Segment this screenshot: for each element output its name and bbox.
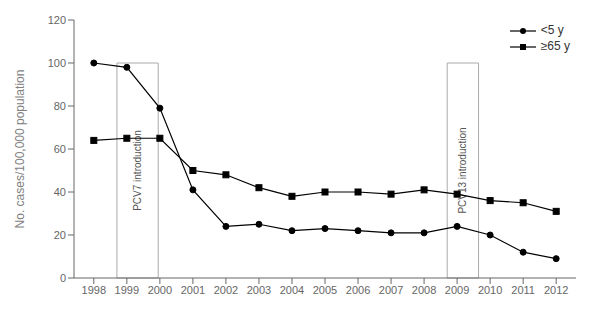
svg-text:2003: 2003: [247, 284, 271, 296]
svg-text:2002: 2002: [214, 284, 238, 296]
svg-text:2006: 2006: [346, 284, 370, 296]
svg-text:1998: 1998: [82, 284, 106, 296]
svg-text:2000: 2000: [148, 284, 172, 296]
svg-text:2010: 2010: [478, 284, 502, 296]
svg-text:2005: 2005: [313, 284, 337, 296]
svg-text:2004: 2004: [280, 284, 304, 296]
svg-text:100: 100: [48, 57, 66, 69]
svg-text:20: 20: [54, 229, 66, 241]
svg-text:PCV13 introduction: PCV13 introduction: [457, 127, 468, 213]
svg-text:80: 80: [54, 100, 66, 112]
svg-text:120: 120: [48, 14, 66, 26]
svg-text:No. cases/100,000 population: No. cases/100,000 population: [13, 70, 27, 229]
html-text:≥65 y: ≥65 y: [540, 39, 570, 53]
svg-text:2008: 2008: [412, 284, 436, 296]
svg-text:0: 0: [60, 272, 66, 284]
svg-text:2001: 2001: [181, 284, 205, 296]
svg-text:60: 60: [54, 143, 66, 155]
svg-text:2011: 2011: [511, 284, 535, 296]
svg-text:PCV7 introduction: PCV7 introduction: [132, 130, 143, 211]
svg-text:2009: 2009: [445, 284, 469, 296]
svg-text:2007: 2007: [379, 284, 403, 296]
svg-text:2012: 2012: [544, 284, 568, 296]
svg-text:1999: 1999: [115, 284, 139, 296]
html-text:<5 y: <5 y: [540, 23, 564, 37]
svg-text:40: 40: [54, 186, 66, 198]
